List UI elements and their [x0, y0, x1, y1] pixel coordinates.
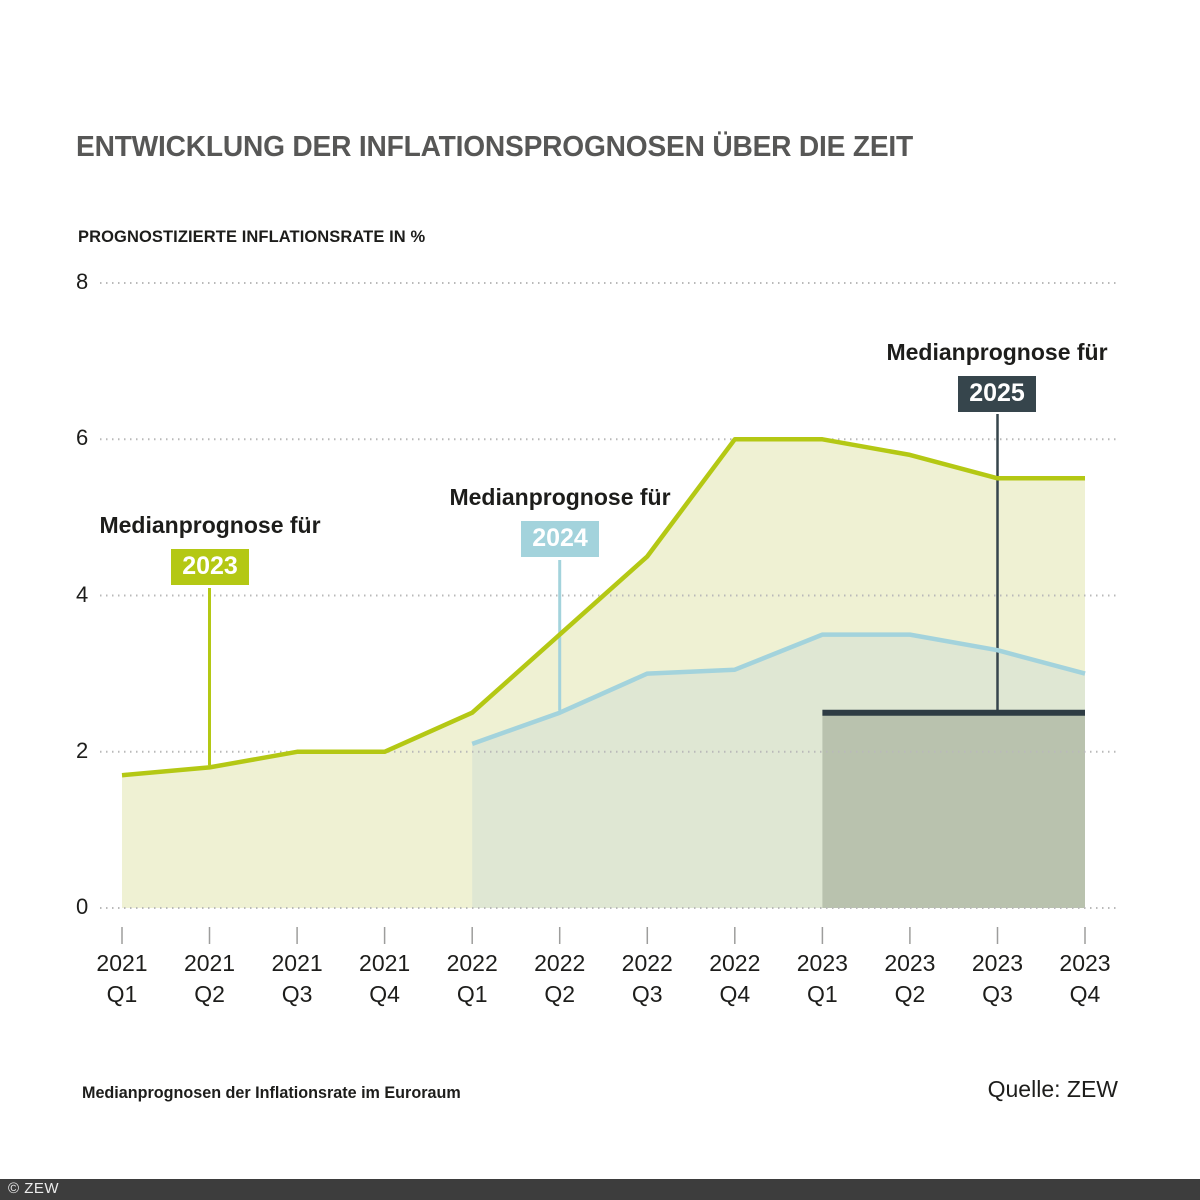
annotation-2023-year-badge: 2023 — [171, 549, 249, 585]
x-axis-label-2023-Q2: 2023 Q2 — [884, 950, 936, 1007]
annotation-2024-label: Medianprognose für — [449, 484, 671, 510]
x-axis-label-2023-Q1: 2023 Q1 — [796, 950, 848, 1007]
source-credit: Quelle: ZEW — [987, 1076, 1118, 1102]
copyright-text: © ZEW — [8, 1180, 60, 1197]
x-axis-label-2021-Q2: 2021 Q2 — [183, 950, 236, 1007]
annotation-2025: Medianprognose für 2025 — [867, 339, 1127, 412]
x-axis-label-2023-Q3: 2023 Q3 — [971, 950, 1024, 1007]
page-title: ENTWICKLUNG DER INFLATIONSPROGNOSEN ÜBER… — [76, 131, 914, 163]
x-axis-label-2021-Q4: 2021 Q4 — [359, 950, 411, 1007]
x-axis-label-2021-Q1: 2021 Q1 — [96, 950, 148, 1007]
annotation-2023: Medianprognose für 2023 — [80, 512, 340, 585]
y-axis-label-4: 4 — [76, 581, 89, 607]
x-axis-label-2021-Q3: 2021 Q3 — [271, 950, 323, 1007]
x-axis-label-2022-Q1: 2022 Q1 — [446, 950, 498, 1007]
x-axis-label-2022-Q4: 2022 Q4 — [709, 950, 761, 1007]
copyright-bar: © ZEW — [0, 1179, 1200, 1200]
series-line-2023 — [121, 437, 1085, 778]
y-axis-label-8: 8 — [76, 269, 89, 294]
annotation-2024: Medianprognose für 2024 — [430, 484, 690, 557]
x-axis-label-2023-Q4: 2023 Q4 — [1059, 950, 1111, 1007]
annotation-2023-label: Medianprognose für — [99, 512, 321, 538]
y-axis-label-2: 2 — [76, 737, 89, 763]
annotation-2025-year-badge: 2025 — [958, 376, 1036, 412]
y-axis-title: PROGNOSTIZIERTE INFLATIONSRATE IN % — [78, 227, 426, 246]
series-line-2024 — [471, 632, 1086, 747]
y-axis-label-0: 0 — [76, 894, 89, 919]
y-axis-label-6: 6 — [76, 425, 89, 451]
annotation-2025-label: Medianprognose für — [886, 339, 1108, 365]
x-axis-label-2022-Q2: 2022 Q2 — [534, 950, 586, 1007]
area-fill-2025 — [822, 712, 1085, 908]
x-axis-label-2022-Q3: 2022 Q3 — [621, 950, 673, 1007]
chart-caption: Medianprognosen der Inflationsrate im Eu… — [82, 1083, 461, 1102]
annotation-2024-year-badge: 2024 — [521, 521, 599, 557]
